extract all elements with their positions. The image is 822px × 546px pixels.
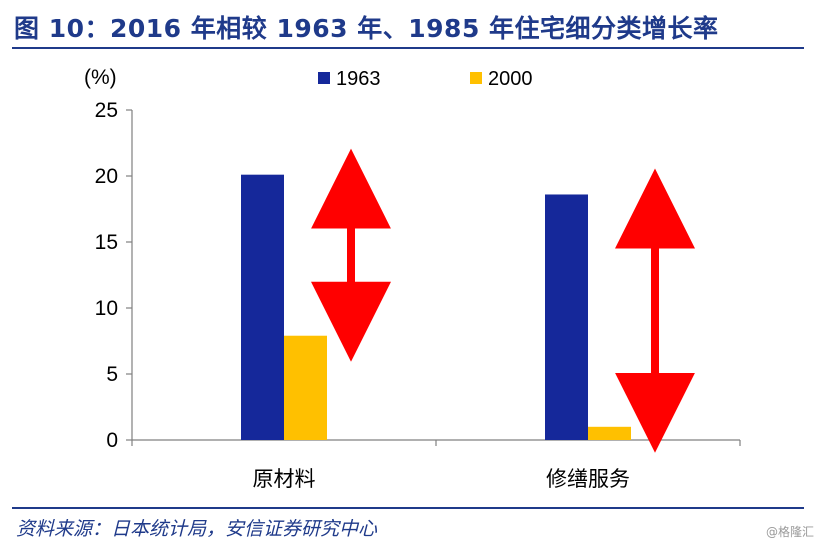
y-tick-label: 15: [95, 231, 118, 254]
category-labels: 原材料 修缮服务: [253, 467, 631, 491]
footer-rule: [12, 507, 804, 509]
bar-1963-0: [241, 174, 284, 440]
y-tick-label: 20: [95, 165, 118, 188]
legend-swatch-1963: [318, 72, 330, 84]
difference-arrows: [311, 148, 695, 453]
category-label: 原材料: [253, 467, 316, 491]
watermark: @格隆汇: [765, 525, 814, 539]
bar-2000-0: [284, 335, 327, 440]
y-tick-label: 25: [95, 99, 118, 122]
axes: 0 5 10 15 20 25: [95, 99, 741, 452]
legend-label-1963: 1963: [336, 68, 381, 90]
y-axis-unit-label: (%): [84, 66, 117, 89]
bars: [241, 174, 631, 440]
bar-2000-1: [588, 426, 631, 440]
legend-swatch-2000: [470, 72, 482, 84]
y-tick-label: 5: [106, 363, 118, 386]
figure-title: 图 10：2016 年相较 1963 年、1985 年住宅细分类增长率: [14, 14, 719, 43]
legend: 1963 2000: [318, 68, 533, 90]
bar-1963-1: [545, 194, 588, 440]
y-tick-label: 0: [106, 429, 118, 452]
legend-label-2000: 2000: [488, 68, 533, 90]
title-rule: [12, 47, 804, 49]
y-tick-label: 10: [95, 297, 118, 320]
category-label: 修缮服务: [546, 467, 630, 491]
source-note: 资料来源：日本统计局，安信证券研究中心: [16, 518, 378, 540]
